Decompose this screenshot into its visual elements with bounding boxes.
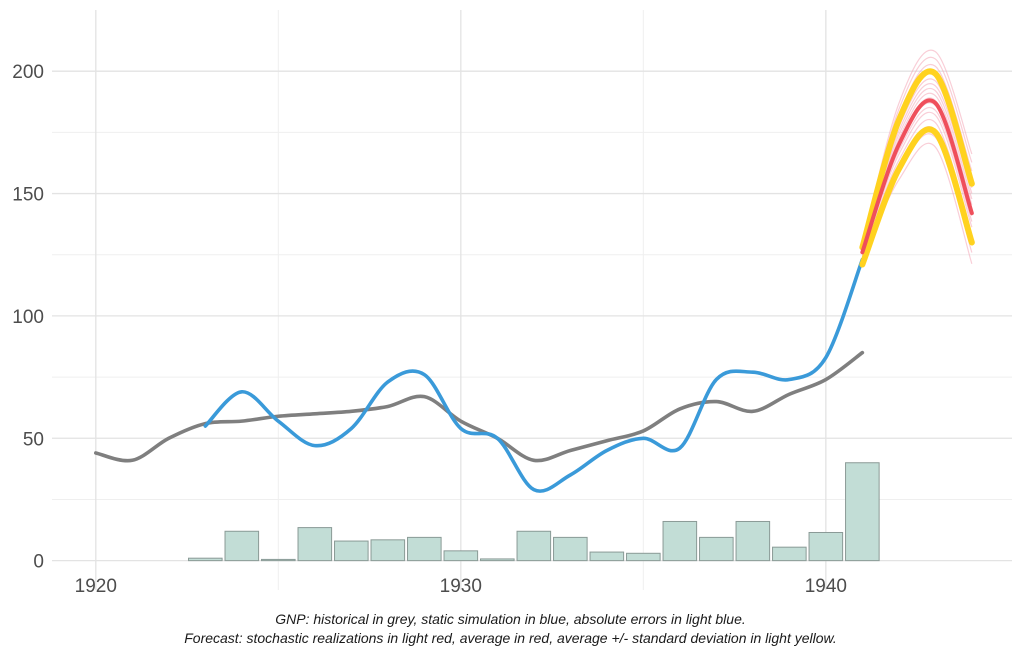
error-bars — [189, 463, 880, 561]
y-tick-label: 150 — [12, 185, 44, 206]
error-bar — [736, 521, 770, 560]
error-bar — [554, 537, 588, 560]
gnp-chart: 0 50 100 150 200 1920 1930 1940 — [0, 0, 1021, 610]
caption-line-2: Forecast: stochastic realizations in lig… — [0, 629, 1021, 648]
y-tick-label: 100 — [12, 307, 44, 328]
error-bar — [481, 559, 515, 561]
error-bar — [517, 531, 551, 560]
caption-line-1: GNP: historical in grey, static simulati… — [0, 610, 1021, 629]
error-bar — [809, 532, 843, 560]
series-lines — [96, 71, 972, 491]
y-tick-label: 200 — [12, 62, 44, 83]
error-bar — [298, 528, 332, 561]
x-tick-label: 1920 — [75, 576, 117, 597]
y-tick-label: 0 — [33, 552, 44, 573]
x-tick-label: 1930 — [440, 576, 482, 597]
y-tick-label: 50 — [23, 429, 44, 450]
error-bar — [371, 540, 405, 561]
error-bar — [773, 547, 807, 560]
historical-line — [96, 353, 863, 461]
tick-labels: 0 50 100 150 200 1920 1930 1940 — [12, 62, 847, 597]
error-bar — [225, 531, 259, 560]
error-bar — [335, 541, 369, 561]
error-bar — [846, 463, 880, 561]
simulation-line — [205, 260, 862, 492]
error-bar — [700, 537, 734, 560]
error-bar — [408, 537, 442, 560]
error-bar — [189, 558, 223, 560]
error-bar — [444, 551, 478, 561]
error-bar — [590, 552, 624, 561]
error-bar — [262, 559, 296, 560]
error-bar — [627, 553, 661, 560]
error-bar — [663, 521, 697, 560]
x-tick-label: 1940 — [805, 576, 847, 597]
